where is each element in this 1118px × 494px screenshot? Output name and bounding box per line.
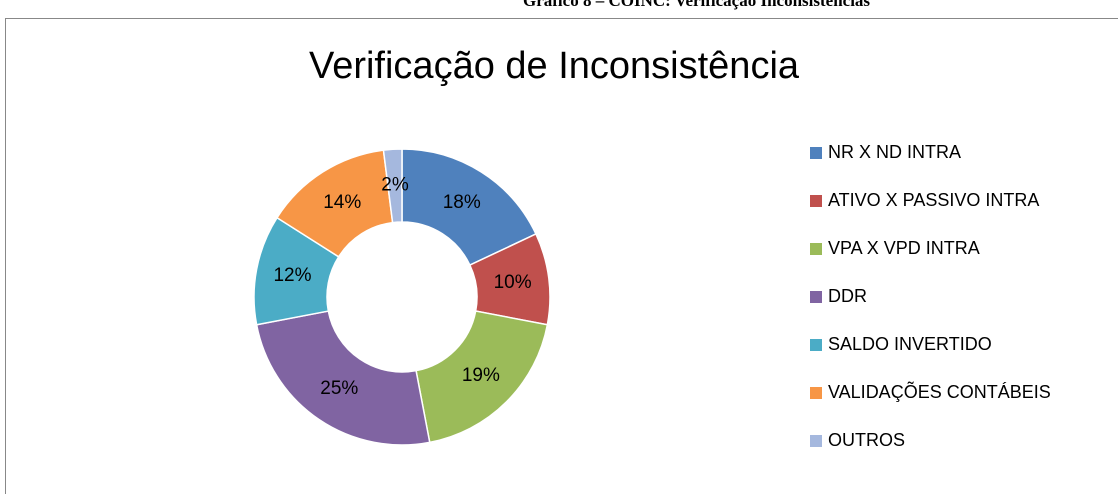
data-label: 10%	[494, 272, 532, 293]
donut-segment	[415, 310, 549, 444]
legend-label: VPA X VPD INTRA	[828, 238, 980, 258]
legend-swatch	[810, 435, 822, 447]
data-label: 18%	[443, 192, 481, 213]
legend-label: ATIVO X PASSIVO INTRA	[828, 190, 1039, 210]
legend-swatch	[810, 291, 822, 303]
legend-swatch	[810, 339, 822, 351]
legend-swatch	[810, 387, 822, 399]
data-label: 19%	[462, 365, 500, 386]
legend-label: NR X ND INTRA	[828, 142, 961, 162]
legend-label: OUTROS	[828, 430, 905, 450]
data-label: 14%	[323, 192, 361, 213]
data-label: 25%	[320, 378, 358, 399]
data-label: 2%	[381, 175, 409, 196]
legend-label: DDR	[828, 286, 867, 306]
donut-segment	[382, 148, 403, 224]
chart-frame	[5, 18, 1118, 494]
legend-swatch	[810, 243, 822, 255]
donut-segment	[255, 310, 431, 446]
legend-swatch	[810, 195, 822, 207]
chart-title: Verificação de Inconsistência	[309, 45, 800, 87]
legend-label: SALDO INVERTIDO	[828, 334, 992, 354]
data-label: 12%	[273, 265, 311, 286]
legend-swatch	[810, 147, 822, 159]
donut-segment	[401, 148, 537, 267]
legend-label: VALIDAÇÕES CONTÁBEIS	[828, 381, 1051, 402]
caption: Gráfico 8 – COINC: Verificação Inconsist…	[523, 0, 870, 10]
